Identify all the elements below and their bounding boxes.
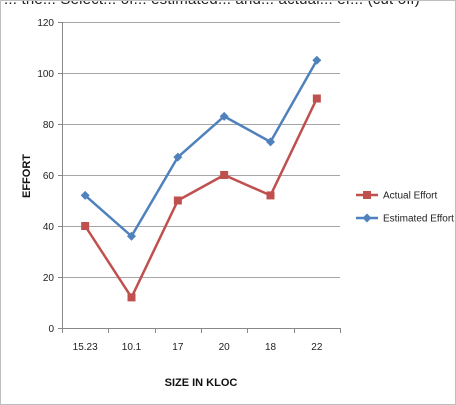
- estimated-effort-point: [127, 231, 136, 241]
- estimated-effort-point: [266, 137, 275, 147]
- legend-item-estimated-effort: Estimated Effort: [356, 213, 454, 225]
- estimated-effort-line: [84, 59, 318, 238]
- legend-marker: [362, 213, 372, 223]
- x-tick-label: 22: [311, 342, 323, 353]
- estimated-effort-point: [80, 190, 90, 200]
- x-tick-label: 20: [219, 342, 231, 353]
- x-axis-title: SIZE IN KLOC: [165, 377, 238, 389]
- actual-effort-series: [81, 94, 321, 302]
- estimated-effort-point: [173, 152, 183, 162]
- y-tick-label: 20: [43, 273, 55, 284]
- estimated-effort-series: [80, 55, 322, 241]
- actual-effort-point: [81, 222, 90, 230]
- actual-effort-point: [312, 94, 321, 103]
- estimated-effort-point: [312, 55, 322, 65]
- y-tick-label: 40: [43, 222, 55, 233]
- x-tick-labels: 15.23 10.1 17 20 18 22: [62, 328, 341, 353]
- legend-label: Actual Effort: [383, 191, 438, 202]
- legend-marker: [363, 191, 371, 199]
- actual-effort-point: [127, 293, 136, 302]
- gridlines: [58, 22, 340, 329]
- series-group: [80, 55, 322, 302]
- legend-label: Estimated Effort: [383, 214, 454, 225]
- clipped-caption-text: ... the... Select... of... estimated... …: [0, 0, 456, 14]
- x-tick-label: 10.1: [122, 342, 142, 353]
- y-tick-label: 60: [43, 171, 55, 182]
- legend: Actual Effort Estimated Effort: [356, 191, 454, 225]
- y-tick-label: 100: [37, 69, 54, 80]
- x-tick-label: 18: [265, 342, 277, 353]
- y-tick-label: 120: [37, 18, 54, 29]
- actual-effort-line: [84, 97, 318, 299]
- y-tick-label: 0: [48, 324, 54, 335]
- y-tick-labels: 0 20 40 60 80 100 120: [37, 18, 54, 335]
- estimated-effort-point: [219, 111, 229, 121]
- legend-item-actual-effort: Actual Effort: [356, 191, 438, 202]
- x-tick-label: 17: [172, 342, 184, 353]
- y-tick-label: 80: [43, 120, 55, 131]
- y-axis-title: EFFORT: [21, 154, 33, 198]
- actual-effort-point: [220, 171, 229, 179]
- actual-effort-point: [173, 196, 182, 205]
- x-tick-label: 15.23: [73, 342, 98, 353]
- actual-effort-point: [266, 191, 275, 200]
